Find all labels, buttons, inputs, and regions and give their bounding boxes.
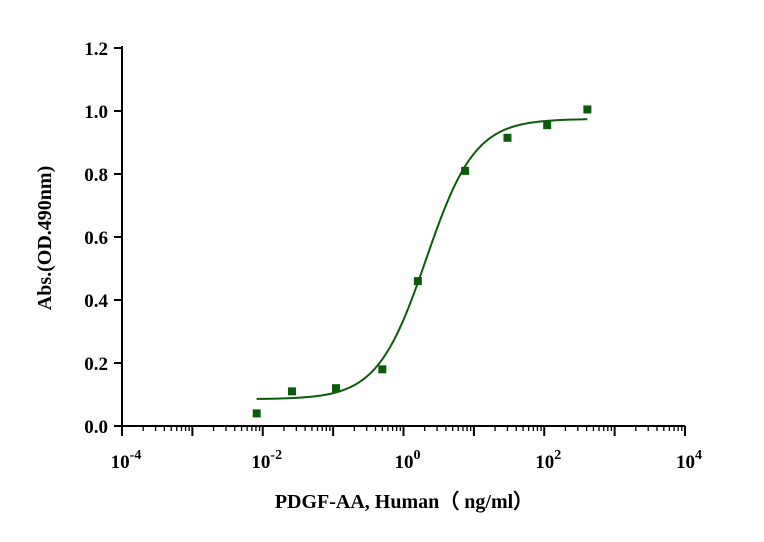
x-tick-exponent: 2 <box>554 448 561 463</box>
fit-curve <box>256 118 588 400</box>
data-points-layer <box>252 105 592 418</box>
x-tick-base: 10 <box>251 452 270 473</box>
data-point <box>503 133 512 142</box>
x-tick-base: 10 <box>535 452 554 473</box>
y-tick-label: 0.8 <box>84 165 108 186</box>
y-tick-label: 1.2 <box>84 39 108 60</box>
data-point <box>252 409 261 418</box>
y-tick-label: 0.2 <box>84 354 108 375</box>
x-tick-label: 102 <box>535 448 561 473</box>
x-tick-exponent: -4 <box>130 448 142 463</box>
data-point <box>543 121 552 130</box>
y-tick-label: 0.6 <box>84 228 108 249</box>
x-tick-base: 10 <box>395 452 414 473</box>
x-tick-label: 104 <box>676 448 702 473</box>
y-tick-label: 0.0 <box>84 417 108 438</box>
data-point <box>583 105 592 114</box>
x-tick-base: 10 <box>111 452 130 473</box>
axes: 0.00.20.40.60.81.01.210-4 10-2 100 102 104 <box>84 39 702 473</box>
x-axis-title: PDGF-AA, Human（ ng/ml） <box>275 490 533 513</box>
x-tick-exponent: 4 <box>695 448 702 463</box>
x-tick-label: 100 <box>395 448 421 473</box>
x-tick-base: 10 <box>676 452 695 473</box>
y-axis-title: Abs.(OD.490nm) <box>34 166 56 310</box>
x-tick-label: 10-4 <box>111 448 142 473</box>
x-tick-exponent: -2 <box>270 448 282 463</box>
x-tick-exponent: 0 <box>414 448 421 463</box>
y-tick-label: 1.0 <box>84 102 108 123</box>
data-point <box>287 387 296 396</box>
fit-curve-layer <box>256 118 588 400</box>
data-point <box>332 384 341 393</box>
data-point <box>461 166 470 175</box>
data-point <box>378 365 387 374</box>
data-point <box>413 277 422 286</box>
y-tick-label: 0.4 <box>84 291 108 312</box>
x-tick-label: 10-2 <box>251 448 282 473</box>
